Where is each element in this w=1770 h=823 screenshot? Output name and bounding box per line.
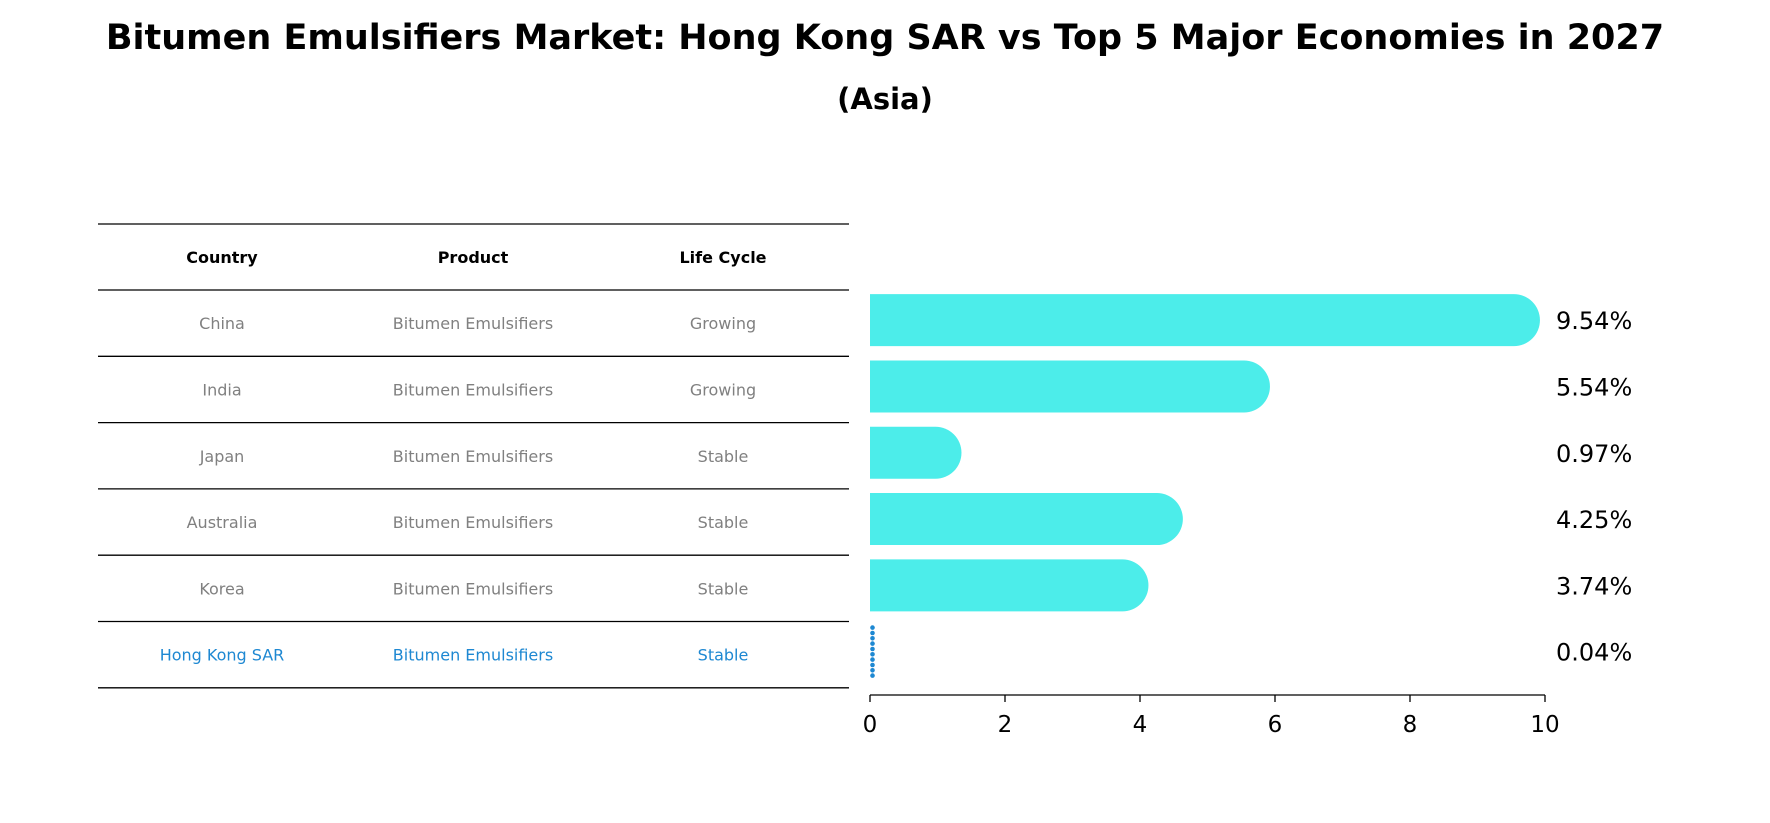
bar-highlight-dot (870, 668, 875, 673)
value-label: 0.97% (1556, 440, 1632, 468)
table-cell-country: Hong Kong SAR (160, 646, 285, 665)
table-cell-country: Australia (187, 513, 258, 532)
table-cell-life-cycle: Stable (698, 513, 749, 532)
table-header-country: Country (186, 248, 258, 267)
bar-highlight-dot (870, 673, 875, 678)
table-cell-life-cycle: Stable (698, 447, 749, 466)
x-tick-label: 2 (998, 712, 1013, 738)
bar-korea (870, 559, 1149, 612)
bar-china (870, 294, 1540, 347)
bar-highlight-dot (870, 652, 875, 657)
x-tick-label: 8 (1403, 712, 1418, 738)
bar-australia (870, 493, 1183, 546)
table-cell-life-cycle: Stable (698, 579, 749, 598)
value-label: 5.54% (1556, 373, 1632, 401)
table-cell-country: China (199, 314, 245, 333)
table-cell-product: Bitumen Emulsifiers (393, 380, 553, 399)
chart-title: Bitumen Emulsifiers Market: Hong Kong SA… (106, 18, 1664, 58)
table-cell-life-cycle: Growing (690, 380, 756, 399)
bar-highlight-dot (870, 657, 875, 662)
bar-plot: 9.54% 5.54% 0.97% 4.25% 3.74% 0.04% (870, 294, 1632, 678)
value-label: 0.04% (1556, 639, 1632, 667)
table-cell-life-cycle: Stable (698, 646, 749, 665)
x-tick-label: 6 (1268, 712, 1283, 738)
table-cell-country: Korea (199, 579, 244, 598)
x-axis: 0 2 4 6 8 10 (863, 694, 1560, 738)
chart-subtitle: (Asia) (837, 82, 933, 116)
value-label: 9.54% (1556, 307, 1632, 335)
bar-japan (870, 426, 962, 479)
bar-highlight-dot (870, 646, 875, 652)
table-cell-country: India (202, 380, 241, 399)
x-tick-label: 4 (1133, 712, 1148, 738)
table-cell-product: Bitumen Emulsifiers (393, 646, 553, 665)
table-cell-product: Bitumen Emulsifiers (393, 579, 553, 598)
table-cell-country: Japan (199, 447, 245, 466)
table-cell-life-cycle: Growing (690, 314, 756, 333)
table-header-product: Product (438, 248, 509, 267)
x-tick-label: 10 (1530, 712, 1559, 738)
bar-highlight-dot (870, 641, 875, 646)
table-cell-product: Bitumen Emulsifiers (393, 447, 553, 466)
table-header-life-cycle: Life Cycle (679, 248, 766, 267)
bar-highlight-dot (870, 636, 875, 641)
bar-india (870, 360, 1270, 413)
value-label: 4.25% (1556, 506, 1632, 534)
bar-highlight-dot (870, 630, 875, 636)
table-cell-product: Bitumen Emulsifiers (393, 314, 553, 333)
bar-highlight-dot (870, 625, 875, 630)
data-table: Country Product Life Cycle China Bitumen Emu… (98, 223, 849, 689)
bar-highlight-dot (870, 662, 875, 668)
table-cell-product: Bitumen Emulsifiers (393, 513, 553, 532)
value-label: 3.74% (1556, 572, 1632, 600)
x-tick-label: 0 (863, 712, 878, 738)
